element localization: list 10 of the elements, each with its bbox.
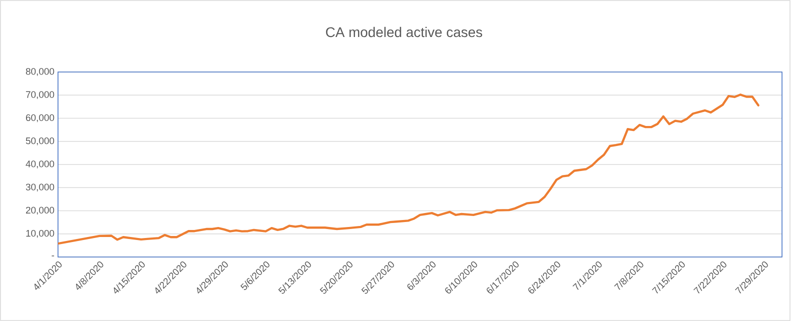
y-tick-label: 10,000 xyxy=(26,230,54,238)
y-tick-label: 80,000 xyxy=(26,68,54,76)
chart-title: CA modeled active cases xyxy=(326,26,482,38)
y-tick-label: 40,000 xyxy=(26,160,54,168)
y-tick-label: 20,000 xyxy=(26,206,54,215)
y-tick-label: 70,000 xyxy=(26,91,54,100)
y-tick-label: 50,000 xyxy=(26,137,54,146)
line-series xyxy=(58,94,760,245)
y-tick-label: 30,000 xyxy=(26,184,54,192)
y-tick-label: 60,000 xyxy=(26,114,54,122)
